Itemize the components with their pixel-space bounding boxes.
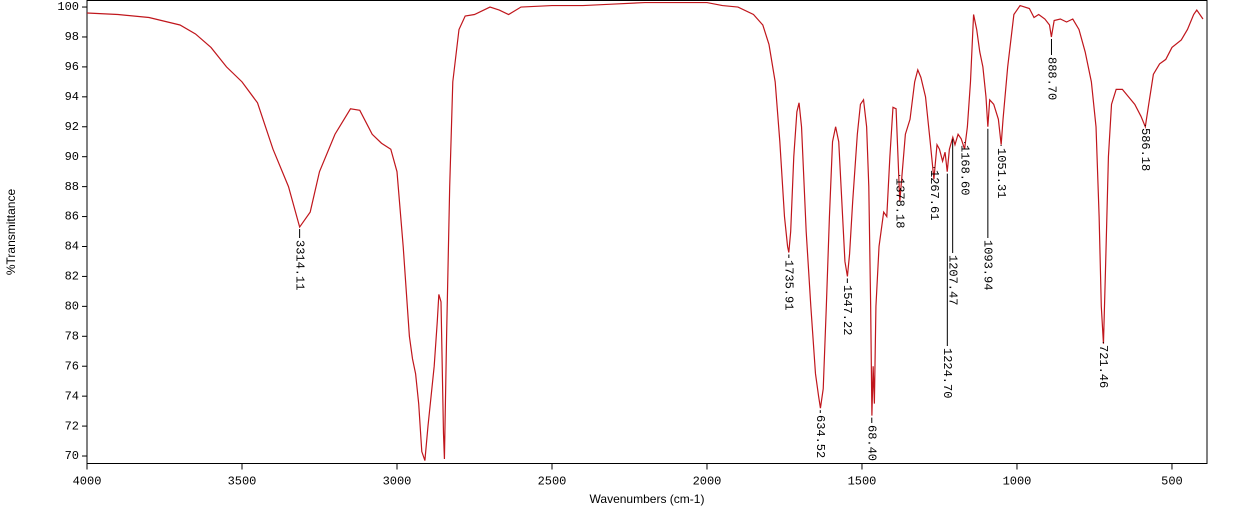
x-tick-label: 2500 <box>538 475 567 489</box>
x-tick-label: 3000 <box>383 475 412 489</box>
peak-label: 68.40 <box>865 425 879 461</box>
peak-label: 1378.18 <box>893 178 907 228</box>
y-tick-label: 76 <box>65 359 79 373</box>
peak-label: 634.52 <box>813 415 827 458</box>
y-tick-label: 100 <box>57 0 79 14</box>
y-tick-label: 80 <box>65 300 79 314</box>
y-tick-label: 82 <box>65 270 79 284</box>
y-axis-label: %Transmittance <box>4 189 18 276</box>
y-tick-label: 86 <box>65 210 79 224</box>
x-tick-label: 500 <box>1161 475 1183 489</box>
peak-label: 586.18 <box>1138 128 1152 171</box>
x-axis-label: Wavenumbers (cm-1) <box>590 492 705 506</box>
y-tick-label: 78 <box>65 329 79 343</box>
peak-label: 721.46 <box>1096 345 1110 388</box>
peak-label: 1224.70 <box>940 348 954 398</box>
x-tick-label: 3500 <box>228 475 257 489</box>
x-tick-label: 4000 <box>73 475 102 489</box>
y-tick-label: 94 <box>65 90 79 104</box>
y-tick-label: 96 <box>65 60 79 74</box>
peak-label: 888.70 <box>1044 57 1058 100</box>
y-tick-label: 70 <box>65 449 79 463</box>
x-tick-label: 1500 <box>848 475 877 489</box>
peak-label: 1168.60 <box>958 145 972 195</box>
x-tick-label: 1000 <box>1003 475 1032 489</box>
spectrum-line <box>86 1 1204 461</box>
peak-label: 1093.94 <box>981 240 995 290</box>
y-tick-label: 88 <box>65 180 79 194</box>
y-tick-label: 98 <box>65 30 79 44</box>
y-tick-label: 84 <box>65 240 79 254</box>
peak-label: 1735.91 <box>782 260 796 310</box>
y-tick-label: 92 <box>65 120 79 134</box>
plot-frame <box>86 0 1208 464</box>
y-tick-label: 90 <box>65 150 79 164</box>
peak-label: 1207.47 <box>945 255 959 305</box>
x-tick-label: 2000 <box>693 475 722 489</box>
peak-label: 3314.11 <box>292 240 306 290</box>
peak-label: 1051.31 <box>994 148 1008 198</box>
peak-label: 1267.61 <box>927 170 941 220</box>
y-tick-label: 74 <box>65 389 79 403</box>
peak-label: 1547.22 <box>840 285 854 335</box>
y-tick-label: 72 <box>65 419 79 433</box>
